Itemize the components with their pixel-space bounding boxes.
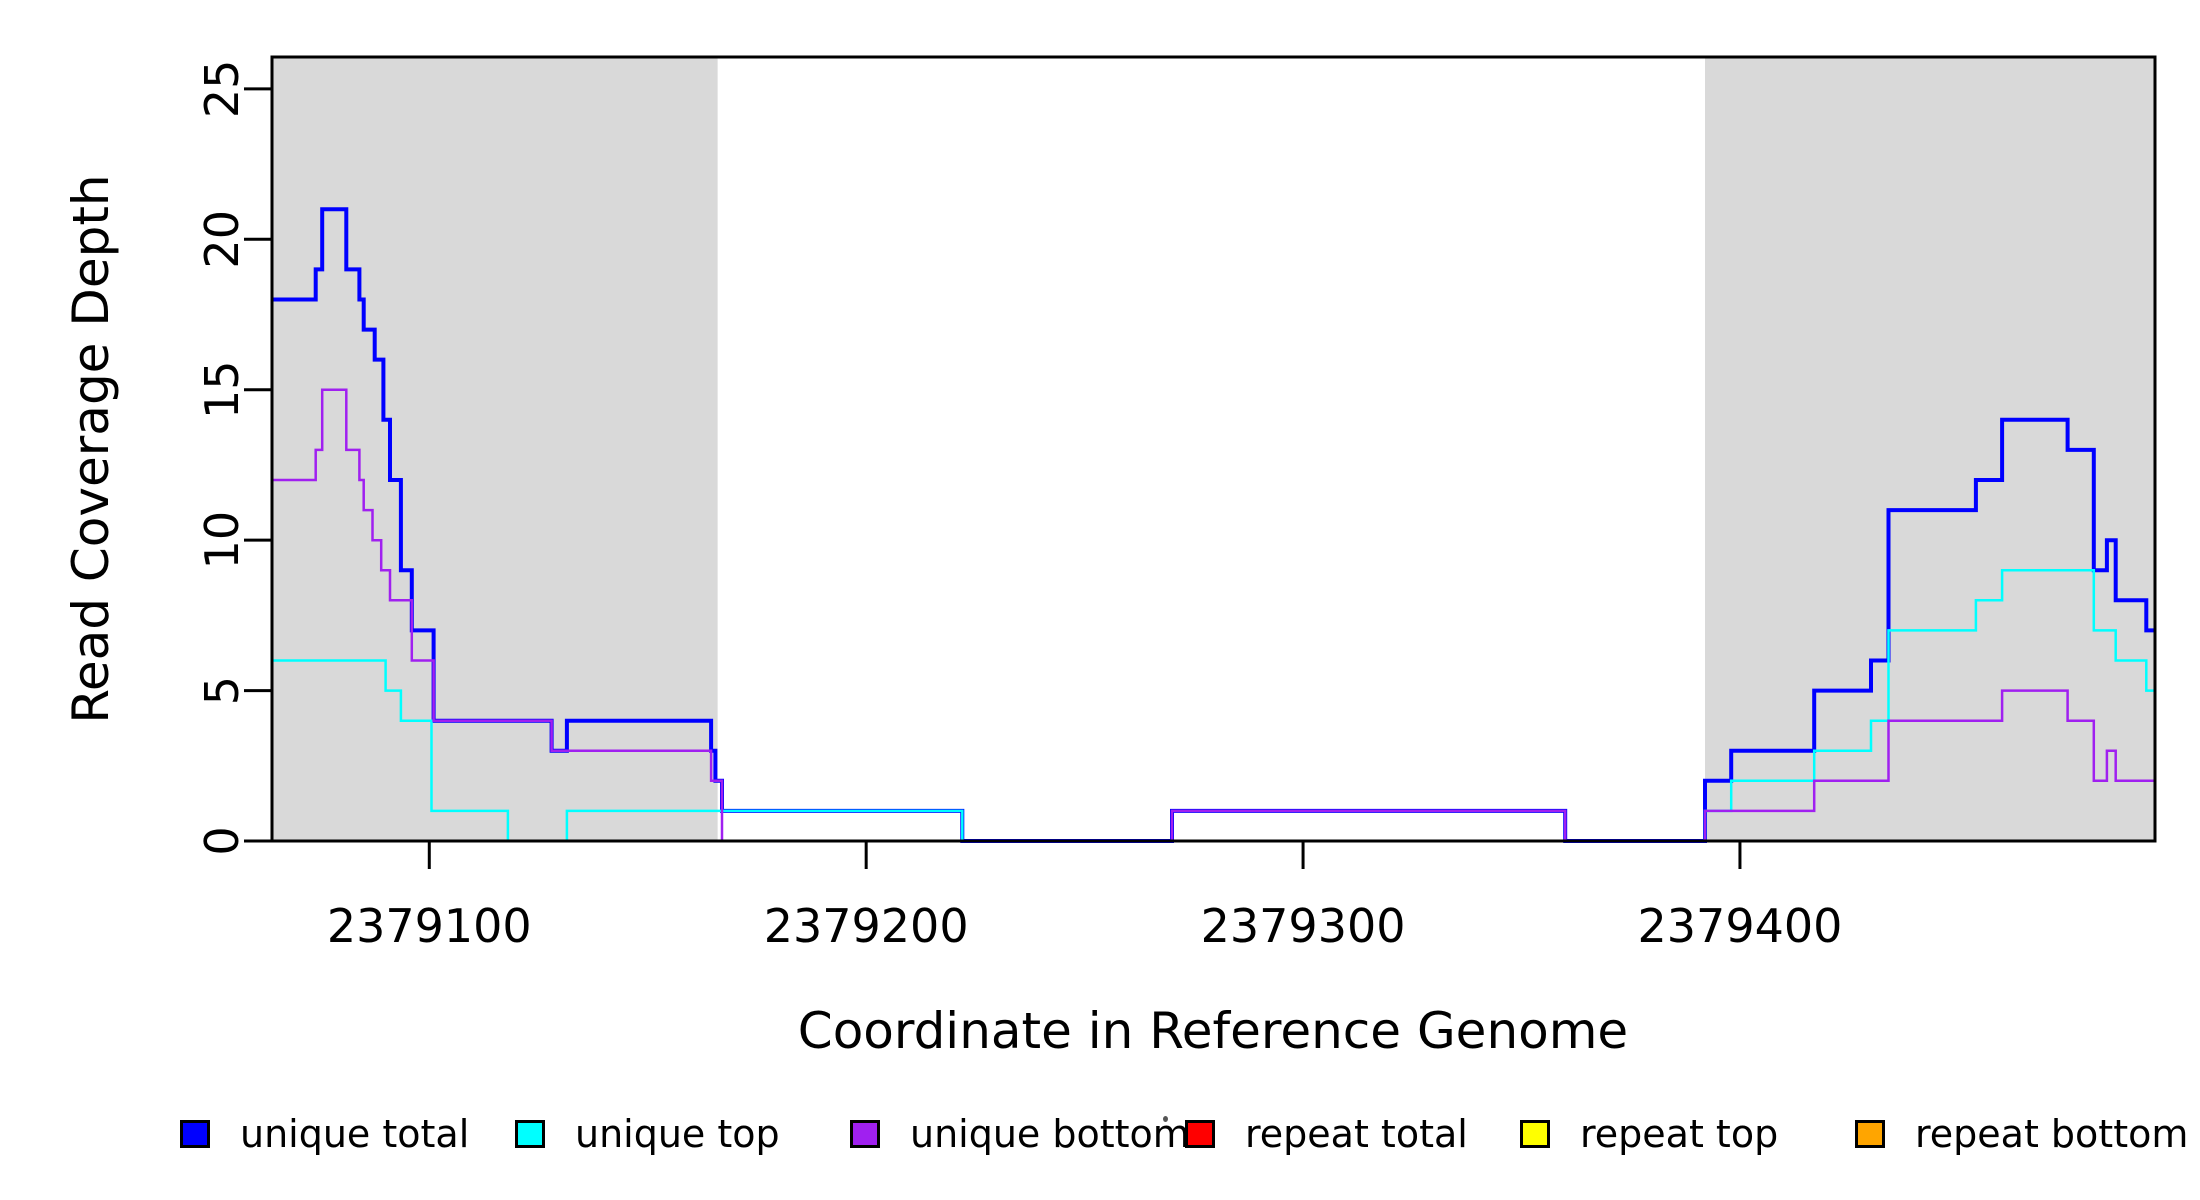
plot-frame <box>270 55 2157 843</box>
plot-border <box>270 55 2157 843</box>
y-tick-label: 15 <box>195 360 249 419</box>
legend-swatch-repeat-total <box>1185 1120 1215 1148</box>
legend-swatch-unique-bottom <box>850 1120 880 1148</box>
x-axis-title: Coordinate in Reference Genome <box>798 1002 1628 1060</box>
legend-label: repeat total <box>1245 1112 1468 1156</box>
y-tick-label: 20 <box>195 210 249 269</box>
x-tick-label: 2379300 <box>1201 899 1406 953</box>
x-tick-label: 2379100 <box>327 899 532 953</box>
legend-swatch-repeat-bottom <box>1855 1120 1885 1148</box>
series-line-unique-top <box>272 568 2155 843</box>
legend-swatch-repeat-top <box>1520 1120 1550 1148</box>
legend-item-repeat-total: repeat total <box>1185 1108 1468 1160</box>
stray-mark <box>1163 1116 1168 1122</box>
y-axis-title: Read Coverage Depth <box>62 174 120 723</box>
legend-swatch-unique-total <box>180 1120 210 1148</box>
highlight-bands <box>272 57 2155 841</box>
x-tick-label: 2379400 <box>1638 899 1843 953</box>
series-line-unique-bottom <box>272 388 2155 843</box>
legend-label: repeat bottom <box>1915 1112 2189 1156</box>
legend-swatch-unique-top <box>515 1120 545 1148</box>
legend-item-repeat-top: repeat top <box>1520 1108 1778 1160</box>
legend-label: unique total <box>240 1112 470 1156</box>
legend-label: unique top <box>575 1112 780 1156</box>
y-tick-label: 0 <box>195 826 249 855</box>
shaded-region <box>272 57 718 841</box>
y-tick-label: 10 <box>195 511 249 570</box>
axes: 2379100 2379200 2379300 2379400 0 5 10 15 20 25 <box>195 60 1842 953</box>
legend-item-unique-bottom: unique bottom <box>850 1108 1190 1160</box>
legend-item-unique-top: unique top <box>515 1108 780 1160</box>
legend: unique total unique top unique bottom repea… <box>0 1108 2200 1160</box>
legend-label: repeat top <box>1580 1112 1779 1156</box>
y-tick-label: 25 <box>195 60 249 119</box>
legend-label: unique bottom <box>910 1112 1190 1156</box>
legend-item-repeat-bottom: repeat bottom <box>1855 1108 2188 1160</box>
y-tick-label: 5 <box>195 676 249 705</box>
legend-item-unique-total: unique total <box>180 1108 469 1160</box>
x-tick-label: 2379200 <box>764 899 969 953</box>
